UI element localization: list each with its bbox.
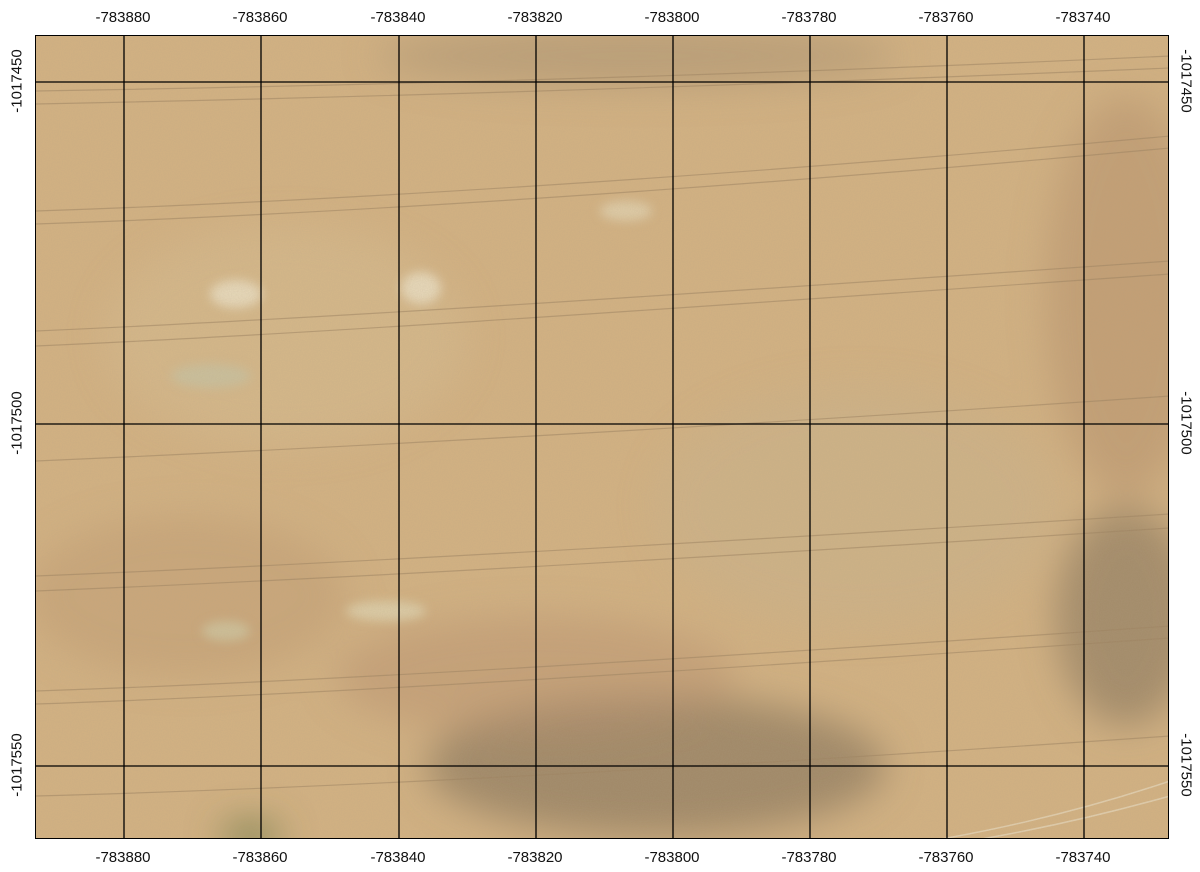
y-tick-label-left: -1017450 [8,49,26,113]
y-tick-label-right: -1017500 [1177,391,1195,455]
x-tick-label-top: -783760 [918,9,974,26]
x-tick-label-top: -783800 [644,9,700,26]
y-tick-label-left: -1017550 [8,733,26,797]
y-tick-label-left: -1017500 [8,391,26,455]
imagery-texture [36,36,1168,838]
x-tick-label-top: -783880 [95,9,151,26]
x-tick-label-bottom: -783820 [507,849,563,866]
x-tick-label-bottom: -783840 [370,849,426,866]
x-tick-label-top: -783860 [232,9,288,26]
x-tick-label-top: -783840 [370,9,426,26]
map-frame[interactable] [35,35,1169,839]
aerial-imagery [36,36,1168,838]
y-tick-label-right: -1017550 [1177,733,1195,797]
coordinate-grid [36,36,1168,838]
x-tick-label-bottom: -783780 [781,849,837,866]
x-tick-label-top: -783740 [1055,9,1111,26]
x-tick-label-bottom: -783880 [95,849,151,866]
y-tick-label-right: -1017450 [1177,49,1195,113]
x-tick-label-bottom: -783860 [232,849,288,866]
x-tick-label-bottom: -783740 [1055,849,1111,866]
x-tick-label-bottom: -783800 [644,849,700,866]
x-tick-label-top: -783820 [507,9,563,26]
x-tick-label-bottom: -783760 [918,849,974,866]
x-tick-label-top: -783780 [781,9,837,26]
